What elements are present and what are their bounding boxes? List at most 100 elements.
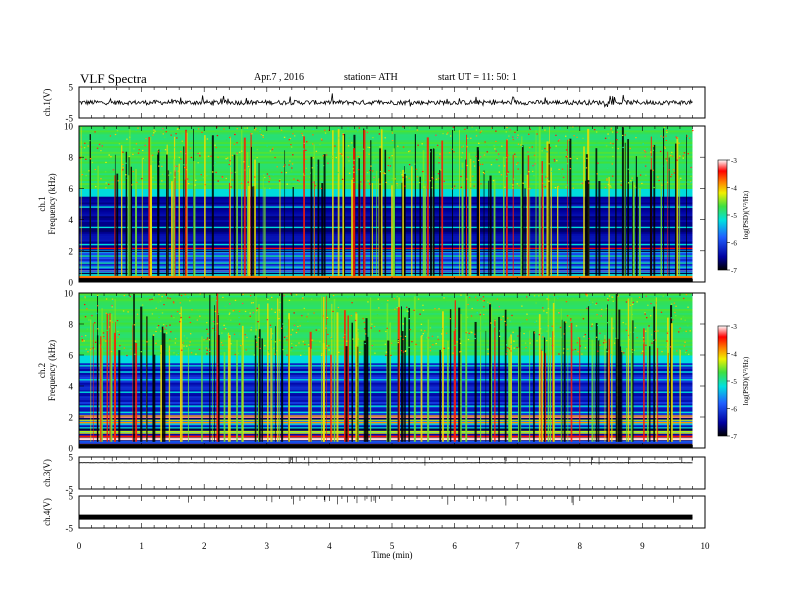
speckle — [122, 166, 125, 169]
speckle — [81, 173, 84, 176]
speckle — [272, 174, 275, 176]
speckle — [325, 174, 328, 176]
speckle — [191, 309, 193, 311]
sferic-streak — [521, 145, 524, 276]
speckle — [676, 159, 678, 161]
speckle — [427, 337, 430, 339]
speckle — [282, 323, 284, 325]
speckle — [689, 330, 691, 332]
speckle — [181, 140, 183, 142]
speckle — [577, 337, 580, 339]
spectrum-band — [79, 384, 693, 387]
speckle — [685, 294, 688, 296]
sferic-streak — [97, 294, 98, 442]
sferic-streak — [478, 165, 480, 276]
speckle — [644, 330, 647, 332]
speckle — [437, 338, 440, 341]
speckle — [422, 304, 424, 306]
speckle — [560, 336, 563, 338]
spectrum-band — [79, 131, 693, 135]
speckle — [658, 179, 660, 182]
speckle — [685, 330, 687, 332]
speckle — [660, 331, 662, 334]
speckle — [364, 342, 366, 345]
sferic-streak — [358, 158, 360, 276]
sferic-streak — [504, 309, 507, 442]
speckle — [603, 342, 605, 344]
speckle — [569, 126, 572, 128]
speckle — [323, 317, 325, 319]
speckle — [387, 299, 389, 302]
speckle — [179, 312, 181, 315]
sferic-streak — [549, 337, 552, 442]
speckle — [161, 312, 164, 314]
speckle — [644, 165, 647, 167]
speckle — [491, 127, 493, 129]
speckle — [379, 170, 382, 173]
speckle — [141, 304, 144, 306]
speckle — [111, 321, 114, 323]
spectral-line — [79, 432, 693, 434]
speckle — [600, 315, 603, 317]
speckle — [549, 147, 551, 149]
speckle — [544, 186, 546, 188]
speckle — [558, 168, 560, 171]
speckle — [449, 318, 451, 320]
speckle — [243, 161, 245, 163]
sferic-streak — [488, 180, 490, 276]
speckle — [330, 337, 332, 339]
spectrum-band — [79, 391, 693, 395]
y-axis-label: ch.2 — [37, 363, 47, 378]
speckle — [186, 178, 189, 180]
speckle — [672, 169, 675, 171]
speckle — [631, 349, 633, 351]
spectral-line — [79, 276, 693, 278]
speckle — [536, 340, 538, 342]
speckle — [188, 316, 191, 318]
sferic-streak — [668, 157, 670, 276]
sferic-streak — [342, 133, 345, 276]
speckle — [607, 184, 610, 186]
speckle — [197, 152, 199, 155]
speckle — [495, 150, 497, 152]
speckle — [404, 185, 406, 187]
speckle — [271, 296, 273, 298]
speckle — [609, 142, 612, 144]
speckle — [339, 152, 341, 155]
sferic-streak — [441, 311, 444, 442]
sferic-streak — [485, 330, 487, 442]
sferic-streak — [165, 154, 168, 276]
sferic-streak — [595, 148, 598, 276]
speckle — [131, 184, 133, 186]
spectral-line — [79, 425, 693, 427]
speckle — [108, 326, 111, 328]
y-axis-label: ch.1 — [37, 196, 47, 211]
speckle — [106, 127, 108, 129]
y-tick-label: -5 — [66, 114, 74, 124]
speckle — [151, 132, 153, 134]
sferic-streak — [391, 185, 393, 276]
speckle — [460, 350, 462, 353]
speckle — [141, 178, 143, 180]
speckle — [170, 315, 173, 317]
speckle — [148, 320, 150, 322]
speckle — [118, 333, 120, 336]
speckle — [390, 354, 392, 357]
speckle — [312, 134, 314, 136]
sferic-streak — [317, 159, 320, 276]
speckle — [673, 172, 676, 174]
sferic-streak — [309, 331, 312, 442]
speckle — [354, 345, 357, 348]
speckle — [331, 155, 333, 157]
speckle — [385, 354, 387, 356]
speckle — [531, 146, 533, 148]
speckle — [316, 164, 318, 167]
speckle — [514, 156, 517, 158]
speckle — [217, 180, 219, 182]
spectrum-band — [79, 432, 693, 435]
sferic-streak — [569, 138, 572, 276]
speckle — [544, 129, 546, 131]
speckle — [405, 176, 408, 178]
speckle — [396, 185, 399, 187]
speckle — [471, 331, 473, 334]
